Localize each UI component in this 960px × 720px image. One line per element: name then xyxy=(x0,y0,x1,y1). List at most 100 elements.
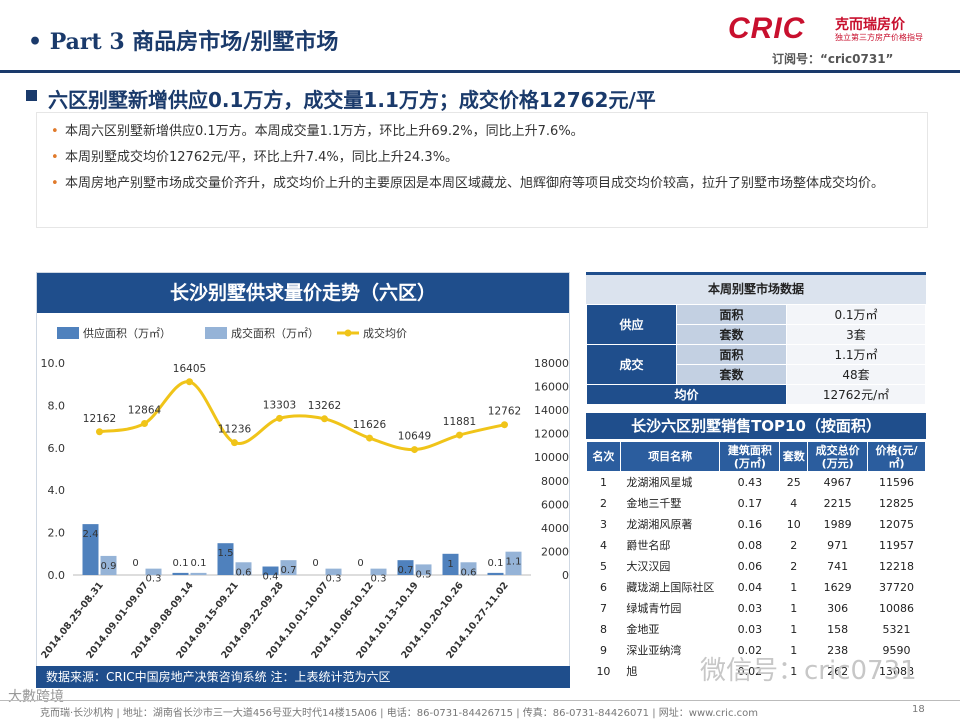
market-value: 1.1万㎡ xyxy=(786,344,926,365)
top10-header-price: 价格(元/㎡) xyxy=(867,441,926,472)
y-right-tick-label: 0 xyxy=(562,569,569,582)
price-cell: 11596 xyxy=(867,471,926,493)
chart-panel: 长沙别墅供求量价走势（六区） 供应面积（万㎡） 成交面积（万㎡） 成交均价 0.0 2.… xyxy=(36,272,570,688)
y-right-tick-label: 4000 xyxy=(541,522,569,535)
units-cell: 2 xyxy=(779,534,808,556)
headline: 六区别墅新增供应0.1万方，成交量1.1万方；成交价格12762元/平 xyxy=(48,88,656,112)
brand-tagline: 独立第三方房产价格指导 xyxy=(835,33,923,42)
rank-cell: 3 xyxy=(586,513,621,535)
source-note: 数据来源：CRIC中国房地产决策咨询系统 注：上表统计范为六区 xyxy=(36,666,570,688)
price-value-label: 12162 xyxy=(83,413,116,425)
table-row: 1 龙湖湘风星城 0.43 25 4967 11596 xyxy=(586,471,926,493)
bar-value-label: 1.1 xyxy=(506,557,522,568)
area-cell: 0.03 xyxy=(719,597,780,619)
bar-value-label: 0.1 xyxy=(173,558,189,569)
y-right-tick-label: 8000 xyxy=(541,475,569,488)
bar-value-label: 0.3 xyxy=(326,574,342,585)
bar-deal xyxy=(370,568,387,575)
subscribe-id: 订阅号：“cric0731” xyxy=(772,52,894,66)
project-name-cell: 龙湖湘风星城 xyxy=(620,471,720,493)
price-value-label: 13303 xyxy=(263,399,296,411)
bar-supply xyxy=(172,572,189,575)
price-point xyxy=(231,439,238,447)
y-right-tick-label: 12000 xyxy=(534,428,569,441)
bar-value-label: 0.3 xyxy=(146,574,162,585)
bar-value-label: 0.3 xyxy=(371,574,387,585)
brand-logo: CRIC xyxy=(728,12,806,45)
bar-supply xyxy=(397,560,414,575)
y-right-tick-label: 16000 xyxy=(534,381,569,394)
market-key: 套数 xyxy=(676,364,787,385)
y-left-tick-label: 0.0 xyxy=(48,569,66,582)
bar-value-label: 0.6 xyxy=(461,567,477,578)
total-cell: 971 xyxy=(807,534,868,556)
rank-cell: 6 xyxy=(586,576,621,598)
area-cell: 0.16 xyxy=(719,513,780,535)
legend-swatch xyxy=(344,329,352,337)
bar-value-label: 0.1 xyxy=(191,558,207,569)
project-name-cell: 旭 xyxy=(620,660,720,682)
units-cell: 25 xyxy=(779,471,808,493)
market-group-supply: 供应 xyxy=(586,304,677,345)
market-value: 48套 xyxy=(786,364,926,385)
top10-header-total: 成交总价(万元) xyxy=(807,441,869,472)
bar-value-label: 0 xyxy=(312,558,318,569)
bar-deal xyxy=(235,562,252,575)
footer-info: 克而瑞·长沙机构 | 地址：湖南省长沙市三一大道456号亚大时代14楼15A06… xyxy=(40,708,758,719)
bar-deal xyxy=(100,555,117,575)
summary-bullet: 本周房地产别墅市场成交量价齐升，成交均价上升的主要原因是本周区域藏龙、旭辉御府等… xyxy=(47,173,917,194)
y-left-tick-label: 4.0 xyxy=(48,484,66,497)
bar-value-label: 0.9 xyxy=(101,561,117,572)
y-right-tick-label: 2000 xyxy=(541,545,569,558)
project-name-cell: 金地三千墅 xyxy=(620,492,720,514)
price-cell: 37720 xyxy=(867,576,926,598)
price-cell: 9590 xyxy=(867,639,926,661)
project-name-cell: 藏珑湖上国际社区 xyxy=(620,576,720,598)
total-cell: 4967 xyxy=(807,471,868,493)
area-cell: 0.17 xyxy=(719,492,780,514)
brand-name: 克而瑞房价 xyxy=(835,17,905,33)
top10-header-name: 项目名称 xyxy=(619,441,721,472)
bar-value-label: 0.7 xyxy=(398,565,414,576)
legend-label: 成交面积（万㎡） xyxy=(231,326,319,340)
market-value: 0.1万㎡ xyxy=(786,304,926,325)
bar-deal xyxy=(460,562,477,575)
chart-title: 长沙别墅供求量价走势（六区） xyxy=(37,273,569,313)
rank-cell: 5 xyxy=(586,555,621,577)
table-row: 5 大汉汉园 0.06 2 741 12218 xyxy=(586,555,926,577)
price-point xyxy=(366,434,373,442)
price-value-label: 12762 xyxy=(488,406,521,418)
seal-mark: 大數跨境 xyxy=(8,689,64,705)
price-value-label: 11881 xyxy=(443,416,476,428)
price-point xyxy=(411,446,418,454)
bar-supply xyxy=(487,572,504,575)
market-key: 面积 xyxy=(676,344,787,365)
table-row: 9 深业亚纳湾 0.02 1 238 9590 xyxy=(586,639,926,661)
y-left-tick-label: 2.0 xyxy=(48,527,66,540)
supply-demand-chart: 供应面积（万㎡） 成交面积（万㎡） 成交均价 0.0 2.0 4.0 6.0 8.0 10.0 0… xyxy=(39,326,569,661)
bar-value-label: 0 xyxy=(132,558,138,569)
area-cell: 0.06 xyxy=(719,555,780,577)
market-group-deal: 成交 xyxy=(586,344,677,385)
table-row: 4 爵世名邸 0.08 2 971 11957 xyxy=(586,534,926,556)
area-cell: 0.02 xyxy=(719,660,780,682)
price-cell: 10086 xyxy=(867,597,926,619)
rank-cell: 7 xyxy=(586,597,621,619)
price-point xyxy=(276,414,283,422)
project-name-cell: 大汉汉园 xyxy=(620,555,720,577)
bar-deal xyxy=(325,568,342,575)
price-point xyxy=(141,419,148,427)
price-cell: 12218 xyxy=(867,555,926,577)
bar-value-label: 2.4 xyxy=(83,529,99,540)
rank-cell: 2 xyxy=(586,492,621,514)
price-point xyxy=(321,415,328,423)
price-cell: 5321 xyxy=(867,618,926,640)
market-avg-label: 均价 xyxy=(586,384,787,405)
table-row: 6 藏珑湖上国际社区 0.04 1 1629 37720 xyxy=(586,576,926,598)
bar-value-label: 0.6 xyxy=(236,567,252,578)
table-row: 2 金地三千墅 0.17 4 2215 12825 xyxy=(586,492,926,514)
price-cell: 11957 xyxy=(867,534,926,556)
rank-cell: 10 xyxy=(586,660,621,682)
table-row: 3 龙湖湘风原著 0.16 10 1989 12075 xyxy=(586,513,926,535)
market-value: 3套 xyxy=(786,324,926,345)
